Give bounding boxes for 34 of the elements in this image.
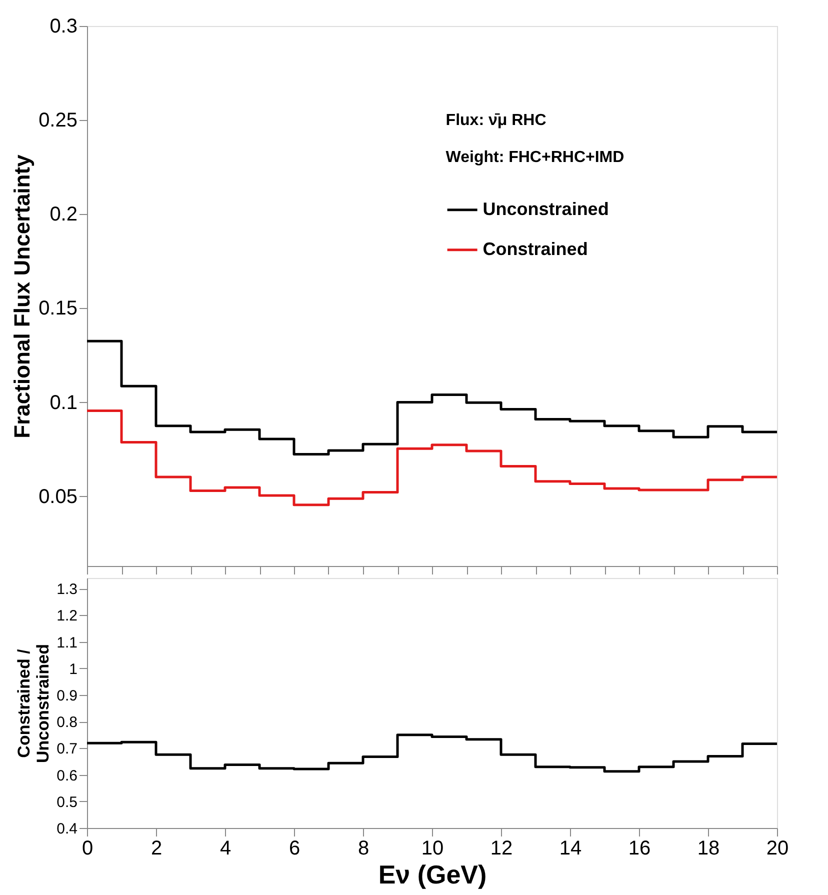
y-tick-label: 0.4 (56, 820, 78, 838)
x-tick-label: 0 (82, 838, 94, 860)
x-tick-label: 14 (559, 838, 582, 860)
annotation: Flux: ν̄μ RHC (446, 112, 547, 130)
y-tick-label: 1.1 (56, 634, 78, 652)
x-tick-label: 6 (288, 838, 300, 860)
y-tick-label: 0.25 (38, 110, 78, 132)
y-tick-label: 0.15 (38, 298, 78, 320)
y-tick-label: 0.8 (56, 714, 78, 732)
x-axis-title: Eν (GeV) (378, 860, 487, 890)
y-tick-label: 0.05 (38, 486, 78, 508)
x-tick-label: 18 (697, 838, 720, 860)
x-tick-label: 10 (421, 838, 444, 860)
y-tick-label: 0.2 (50, 204, 78, 226)
y-tick-label: 1.2 (56, 608, 78, 625)
y-axis-title: Fractional Flux Uncertainty (10, 154, 35, 438)
y-tick-label: 0.7 (56, 740, 78, 758)
legend-label: Unconstrained (482, 198, 609, 219)
y-tick-label: 0.1 (50, 392, 78, 414)
y-tick-label: 1 (69, 660, 78, 678)
x-tick-label: 8 (358, 838, 370, 860)
y-tick-label: 0.9 (56, 688, 78, 705)
x-tick-label: 20 (766, 838, 789, 860)
y-axis-title: Constrained / Unconstrained (14, 644, 53, 764)
x-tick-label: 2 (150, 838, 162, 860)
x-tick-label: 12 (490, 838, 513, 860)
y-tick-label: 1.3 (56, 581, 78, 598)
y-tick-label: 0.3 (50, 16, 78, 38)
x-tick-label: 16 (628, 838, 651, 860)
annotation: Weight: FHC+RHC+IMD (446, 149, 624, 166)
x-tick-label: 4 (220, 838, 232, 860)
y-tick-label: 0.6 (56, 767, 78, 784)
legend-label: Constrained (482, 238, 588, 259)
y-tick-label: 0.5 (56, 794, 78, 811)
